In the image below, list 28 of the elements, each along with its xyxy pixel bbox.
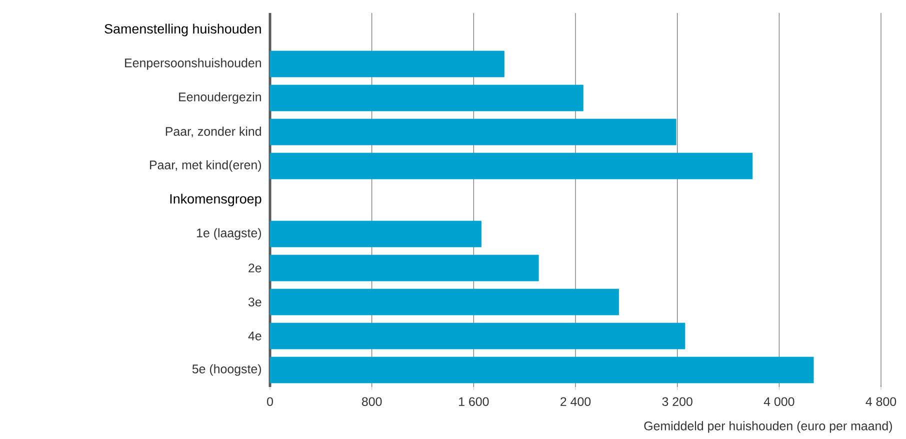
x-tick-label: 1 600	[459, 397, 489, 406]
bar	[270, 254, 539, 282]
bar	[270, 322, 686, 350]
y-tick-label: Eenoudergezin	[179, 92, 261, 104]
bar	[270, 288, 619, 316]
bar	[270, 118, 676, 146]
bar	[270, 50, 504, 78]
x-tick-label: 4 800	[866, 397, 896, 406]
y-tick-label: Paar, zonder kind	[166, 126, 261, 138]
x-tick-label: 4 000	[764, 397, 794, 406]
bar	[270, 152, 753, 180]
x-tick-label: 3 200	[662, 397, 692, 406]
y-tick-label: 1e (laagste)	[197, 228, 262, 240]
bar	[270, 356, 814, 384]
bar	[270, 220, 482, 248]
y-tick-label: Eenpersoonshuishouden	[125, 58, 261, 70]
y-tick-label: Samenstelling huishouden	[104, 24, 261, 36]
bar	[270, 84, 584, 112]
y-tick-label: Inkomensgroep	[170, 194, 262, 206]
y-tick-label: 3e	[248, 298, 262, 306]
y-tick-label: 5e (hoogste)	[192, 364, 262, 376]
x-tick-label: 800	[362, 397, 382, 406]
y-tick-label: Paar, met kind(eren)	[150, 160, 262, 172]
x-tick-label: 2 400	[560, 397, 591, 406]
y-tick-label: 2e	[248, 264, 262, 272]
y-tick-label: 4e	[248, 332, 262, 340]
x-axis-title: Gemiddeld per huishouden (euro per maand)	[644, 421, 892, 433]
x-tick-label: 0	[267, 397, 273, 406]
